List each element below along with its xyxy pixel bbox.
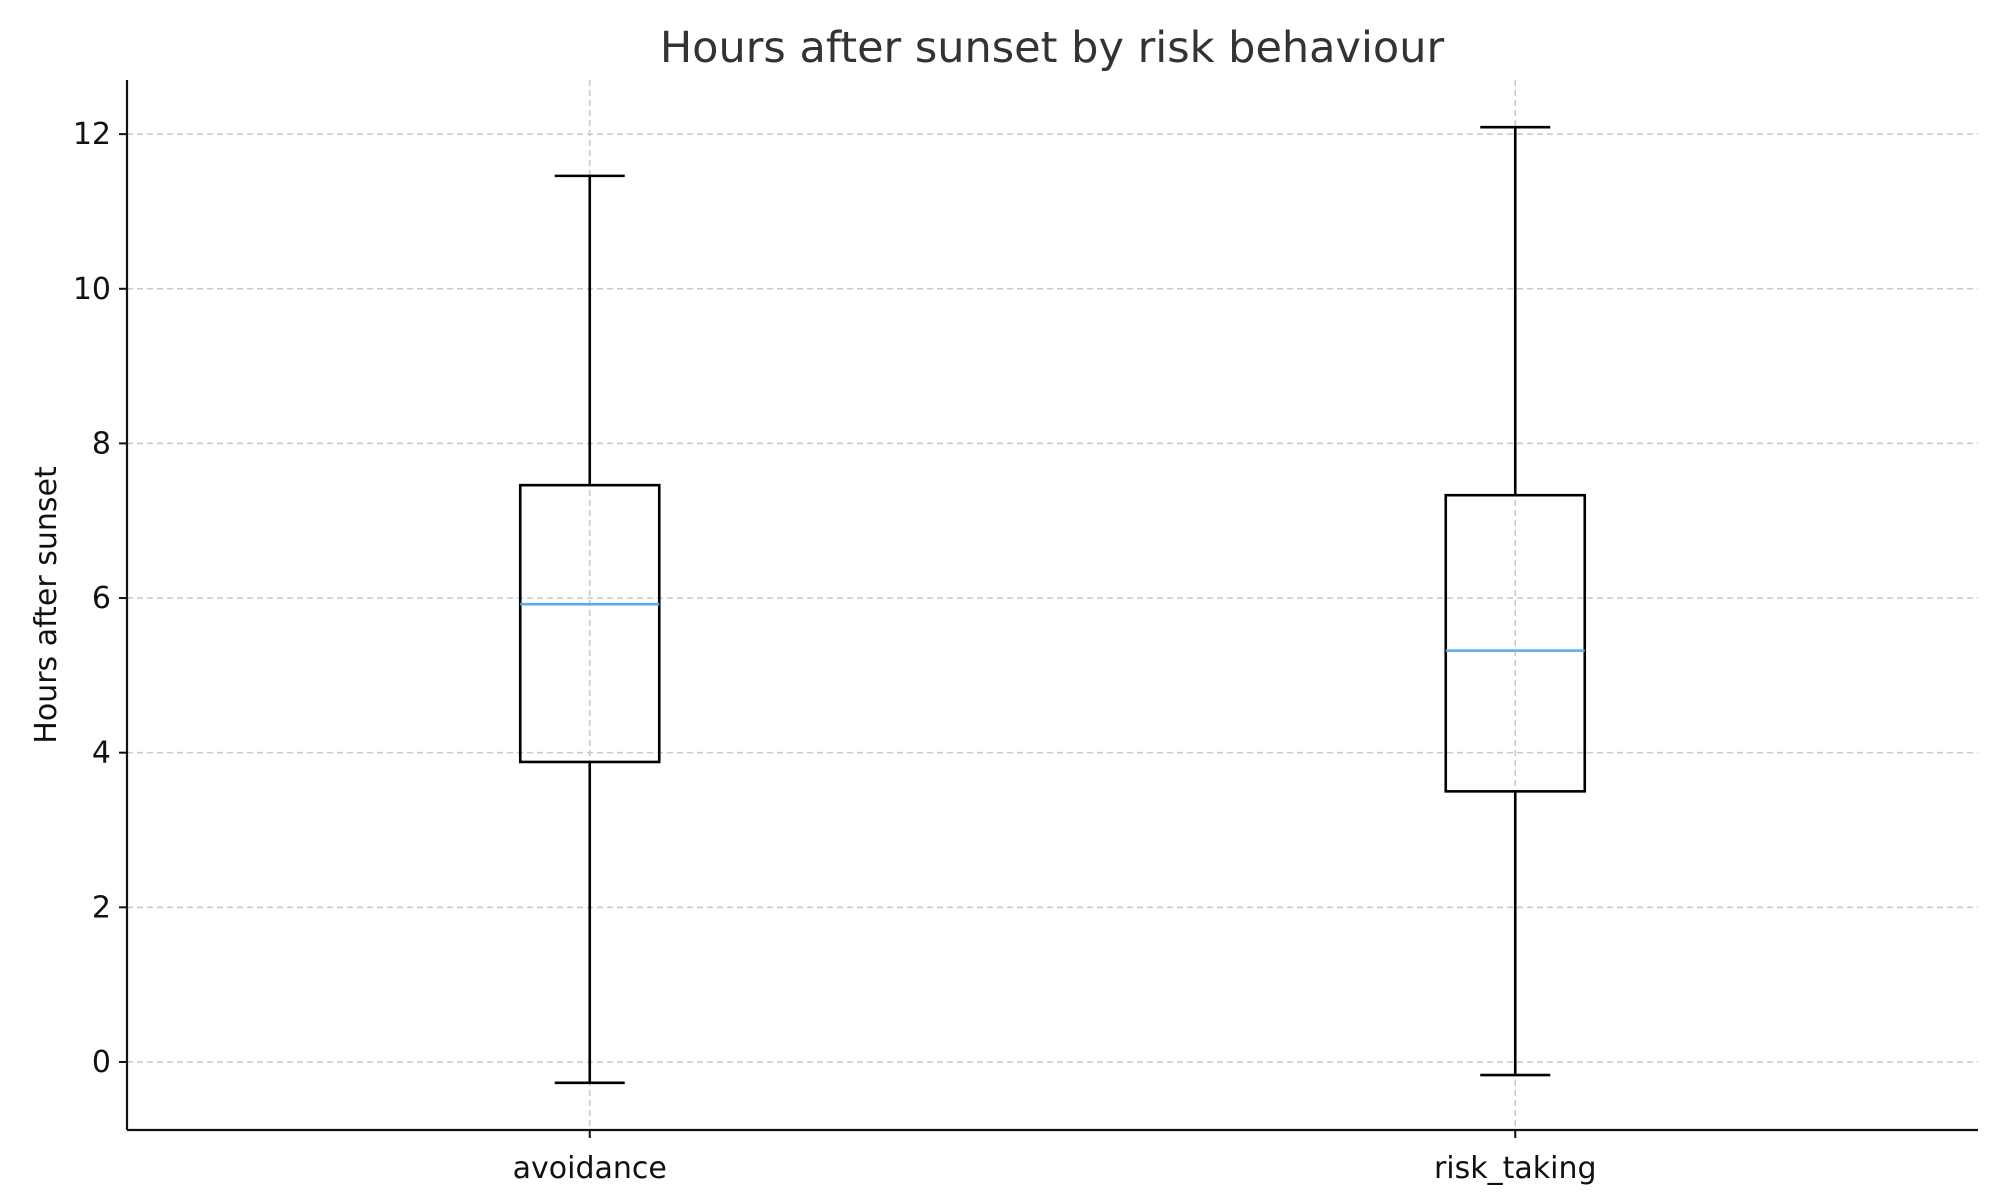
y-tick-label: 4 xyxy=(92,736,111,771)
y-tick-label: 6 xyxy=(92,581,111,616)
iqr-box xyxy=(518,483,661,764)
y-tick-label: 12 xyxy=(73,117,111,152)
boxes-layer xyxy=(518,125,1587,1085)
iqr-box xyxy=(1444,493,1587,793)
chart-title: Hours after sunset by risk behaviour xyxy=(660,23,1445,73)
y-tick-label: 0 xyxy=(92,1045,111,1080)
grid-layer xyxy=(127,80,1978,1130)
ticks-layer: 0 2 4 6 8 10 12 avoidance risk_taking xyxy=(73,117,1597,1186)
box-group-avoidance xyxy=(518,174,661,1085)
y-tick-label: 8 xyxy=(92,426,111,461)
axes-layer xyxy=(125,80,1978,1132)
y-axis-label: Hours after sunset xyxy=(29,466,64,744)
box-group-risk-taking xyxy=(1444,125,1587,1077)
y-tick-label: 2 xyxy=(92,890,111,925)
x-tick-label: risk_taking xyxy=(1434,1151,1597,1186)
x-tick-label: avoidance xyxy=(513,1151,667,1186)
y-tick-label: 10 xyxy=(73,272,111,307)
